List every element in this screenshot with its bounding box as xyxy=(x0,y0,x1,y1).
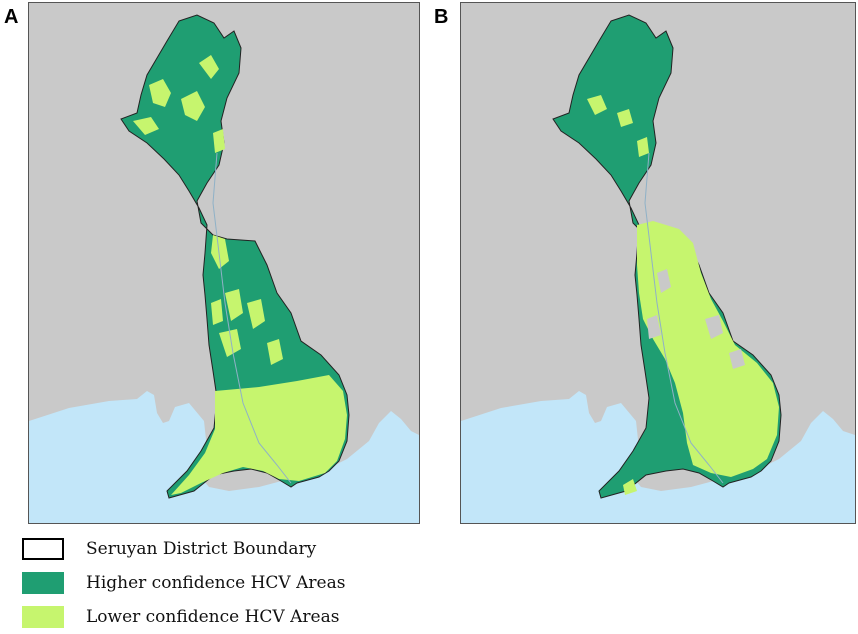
lower-hcv-swatch xyxy=(22,606,64,628)
district-a-lower-south xyxy=(171,375,347,495)
sea-area xyxy=(29,391,419,523)
sea-area xyxy=(461,391,855,523)
panel-label-a: A xyxy=(4,6,19,28)
district-a-lower-patches-1 xyxy=(133,55,225,153)
legend-label-lower: Lower confidence HCV Areas xyxy=(86,607,340,627)
legend-item-higher: Higher confidence HCV Areas xyxy=(22,566,345,600)
district-a-lower-patches-2 xyxy=(211,235,283,365)
legend-label-higher: Higher confidence HCV Areas xyxy=(86,573,346,593)
map-a-svg xyxy=(29,3,419,523)
map-b-svg xyxy=(461,3,855,523)
higher-hcv-swatch xyxy=(22,572,64,594)
panel-label-b: B xyxy=(434,6,449,28)
district-b-gaps xyxy=(647,269,745,369)
map-panel-a xyxy=(28,2,420,524)
river xyxy=(644,152,724,484)
legend-item-boundary: Seruyan District Boundary xyxy=(22,532,345,566)
map-legend: Seruyan District Boundary Higher confide… xyxy=(22,532,345,634)
district-a-higher xyxy=(120,14,350,499)
map-panel-b xyxy=(460,2,856,524)
district-b-lower-central xyxy=(637,221,779,477)
legend-label-boundary: Seruyan District Boundary xyxy=(86,539,317,559)
river xyxy=(212,152,292,484)
legend-item-lower: Lower confidence HCV Areas xyxy=(22,600,345,634)
boundary-swatch xyxy=(22,538,64,560)
